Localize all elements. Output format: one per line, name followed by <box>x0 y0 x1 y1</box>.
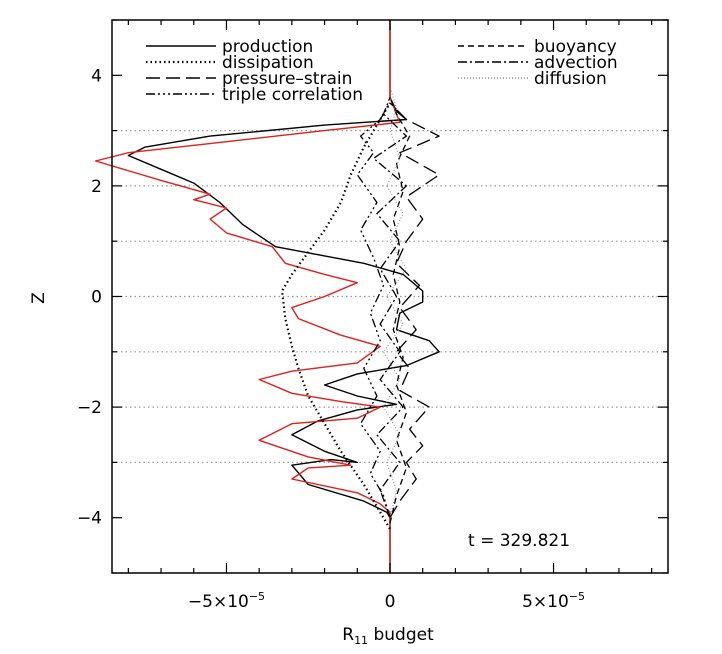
series-line-pressure-strain <box>389 102 440 519</box>
x-axis-label-sub: 11 <box>354 634 368 647</box>
series-line-dissipation <box>281 102 391 530</box>
series-line-diffusion <box>383 86 407 518</box>
y-tick-label: −2 <box>77 398 102 418</box>
legend-label-buoyancy: buoyancy <box>534 37 617 57</box>
x-tick-label-base: −5×10 <box>188 592 249 612</box>
legend-label-pressure-strain: pressure–strain <box>222 69 352 89</box>
x-tick-label-exponent: −5 <box>569 590 585 603</box>
series-line-production <box>127 20 440 573</box>
legend-label-dissipation: dissipation <box>222 53 314 73</box>
grid-layer <box>112 130 668 463</box>
x-tick-label: 5×10−5 <box>522 590 585 612</box>
y-tick-label: −4 <box>77 509 102 529</box>
x-tick-label: 0 <box>385 592 396 612</box>
x-axis-label: R11 budget <box>342 625 434 647</box>
legend-label-advection: advection <box>534 53 618 73</box>
y-axis-label: Z <box>29 292 49 304</box>
legend: productiondissipationpressure–straintrip… <box>146 37 618 105</box>
series-line-buoyancy <box>389 97 411 524</box>
legend-label-diffusion: diffusion <box>534 69 607 89</box>
x-tick-label-exponent: −5 <box>249 590 265 603</box>
x-axis-label-main: R <box>342 625 354 645</box>
y-tick-label: 0 <box>91 288 102 308</box>
series-line-advection <box>372 97 408 518</box>
x-axis-label-rest: budget <box>368 625 434 645</box>
y-tick-label: 4 <box>91 66 102 86</box>
legend-label-production: production <box>222 37 313 57</box>
series-line-triple-correlation <box>356 102 391 518</box>
x-tick-label: −5×10−5 <box>188 590 265 612</box>
x-tick-label-base: 5×10 <box>522 592 569 612</box>
legend-label-triple-correlation: triple correlation <box>222 85 363 105</box>
y-tick-label: 2 <box>91 177 102 197</box>
x-tick-label-base: 0 <box>385 592 396 612</box>
time-annotation: t = 329.821 <box>468 531 570 551</box>
